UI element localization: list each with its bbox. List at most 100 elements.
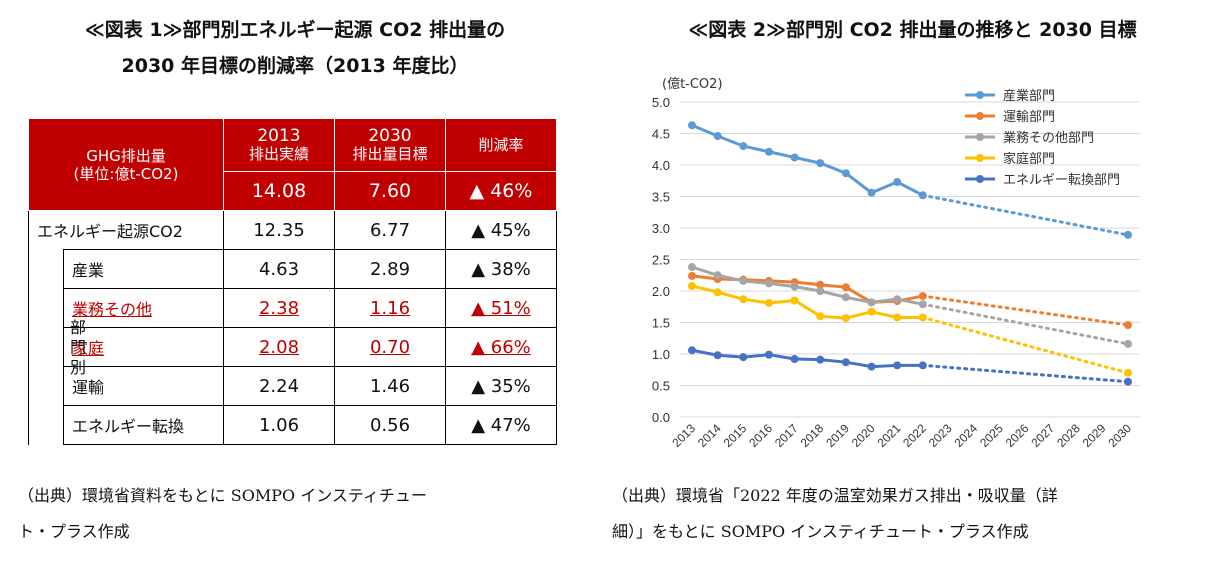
x-tick-label: 2013 (669, 421, 698, 450)
data-point (764, 350, 773, 359)
data-point (841, 314, 850, 323)
header-2013-year: 2013 (257, 126, 301, 146)
row-rate: ▲ 47% (445, 405, 557, 445)
total-row: 14.08 7.60 ▲ 46% (29, 171, 557, 211)
data-point (816, 355, 825, 364)
data-point (918, 300, 927, 309)
group-char: 門 (69, 338, 86, 357)
header-2030-year: 2030 (368, 126, 412, 146)
indent-spacer (28, 249, 64, 445)
legend-label: 運輸部門 (1003, 110, 1055, 125)
header-ghg-label: GHG排出量 (86, 146, 166, 165)
data-point (841, 283, 850, 292)
header-unit-label: (単位:億t-CO2) (73, 164, 179, 183)
target-point (1124, 368, 1132, 377)
sector-group-label: 部 門 別 (66, 318, 90, 378)
data-point (867, 362, 876, 371)
row-label: 業務その他 (63, 288, 224, 328)
table-row: 運輸 2.24 1.46 ▲ 35% (29, 366, 557, 406)
data-point (739, 276, 748, 285)
row-label: 産業 (63, 249, 224, 289)
target-line (921, 193, 1130, 237)
target-line (921, 302, 1130, 346)
target-point (1124, 377, 1132, 386)
series-line (691, 123, 924, 197)
right-source-line1: （出典）環境省「2022 年度の温室効果ガス排出・吸収量（詳 (612, 486, 1058, 505)
data-point (867, 298, 876, 307)
legend-label: 業務その他部門 (1003, 130, 1094, 146)
x-tick-label: 2014 (695, 421, 724, 450)
row-2030: 1.46 (334, 366, 446, 406)
data-point (841, 293, 850, 302)
target-line (921, 294, 1130, 327)
data-point (713, 271, 722, 280)
row-label-text: 業務その他 (72, 300, 153, 319)
left-source-line1: （出典）環境省資料をもとに SOMPO インスティチュー (18, 486, 427, 505)
data-point (688, 281, 696, 290)
header-rate: 削減率 (445, 118, 557, 172)
data-point (918, 313, 927, 322)
data-point (790, 355, 799, 364)
x-tick-label: 2029 (1080, 421, 1109, 450)
header-2013: 2013 排出実績 (223, 118, 335, 172)
row-2013: 2.24 (223, 366, 335, 406)
data-point (816, 159, 825, 168)
x-tick-label: 2018 (798, 421, 827, 450)
x-tick-label: 2017 (772, 421, 801, 450)
x-tick-label: 2030 (1105, 421, 1134, 450)
row-rate: ▲ 51% (445, 288, 557, 328)
data-point (713, 351, 722, 360)
y-axis-label: (億t-CO2) (662, 76, 723, 92)
data-point (764, 279, 773, 288)
data-point (893, 313, 902, 322)
total-2013: 14.08 (223, 171, 335, 211)
data-point (764, 298, 773, 307)
x-tick-label: 2015 (721, 421, 750, 450)
row-2030-value: 1.16 (369, 297, 411, 319)
data-point (893, 361, 902, 370)
row-rate-value: ▲ 51% (471, 297, 531, 319)
x-tick-label: 2022 (900, 421, 929, 450)
left-source-line2: ト・プラス作成 (18, 522, 130, 541)
row-2013-value: 2.38 (258, 297, 300, 319)
data-point (688, 271, 696, 280)
right-figure-title: ≪図表 2≫部門別 CO2 排出量の推移と 2030 目標 (688, 19, 1137, 41)
data-point (739, 295, 748, 304)
series-line (691, 348, 923, 369)
y-tick-label: 0.0 (652, 410, 670, 425)
data-point (918, 361, 927, 370)
x-tick-label: 2025 (977, 421, 1006, 450)
target-point (1124, 321, 1132, 330)
data-point (816, 312, 825, 321)
data-point (893, 295, 902, 304)
row-rate: ▲ 38% (445, 249, 557, 289)
data-point (790, 296, 799, 305)
target-point (1124, 230, 1132, 239)
x-tick-label: 2016 (746, 421, 775, 450)
data-point (816, 287, 825, 295)
row-2030: 2.89 (334, 249, 446, 289)
energy-2030: 6.77 (334, 210, 446, 250)
row-2030: 1.16 (334, 288, 446, 328)
data-point (713, 132, 722, 141)
right-source-line2: 細）」をもとに SOMPO インスティチュート・プラス作成 (612, 522, 1029, 541)
reduction-table: GHG排出量 (単位:億t-CO2) 2013 排出実績 2030 排出量目標 … (28, 118, 557, 445)
data-point (790, 153, 799, 162)
row-2030: 0.56 (334, 405, 446, 445)
row-2013: 2.38 (223, 288, 335, 328)
data-point (739, 142, 748, 151)
group-char: 別 (69, 358, 86, 377)
row-2013: 4.63 (223, 249, 335, 289)
row-2030: 0.70 (334, 327, 446, 367)
table-row: エネルギー転換 1.06 0.56 ▲ 47% (29, 405, 557, 445)
energy-rate: ▲ 45% (445, 210, 557, 250)
row-rate: ▲ 35% (445, 366, 557, 406)
data-point (713, 288, 722, 297)
row-2013: 1.06 (223, 405, 335, 445)
x-tick-label: 2020 (849, 421, 878, 450)
data-point (867, 307, 876, 316)
row-2030-value: 0.70 (369, 336, 411, 358)
table-row: 産業 4.63 2.89 ▲ 38% (28, 249, 557, 445)
y-tick-label: 2.5 (652, 253, 670, 268)
x-tick-label: 2026 (1003, 421, 1032, 450)
